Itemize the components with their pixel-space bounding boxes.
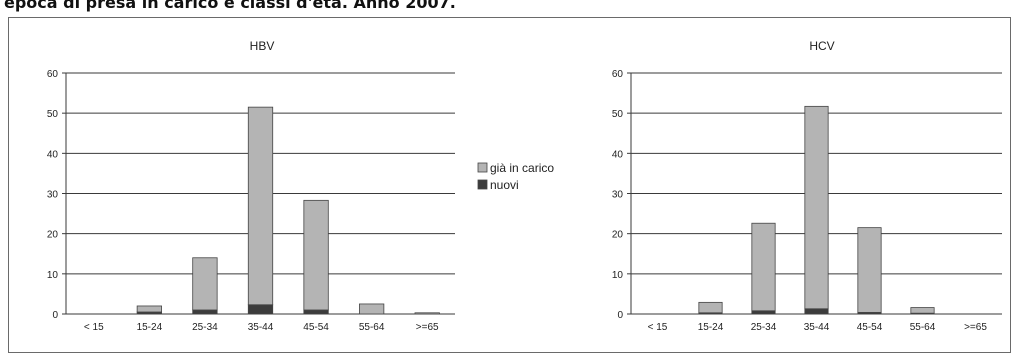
x-tick-label: >=65 xyxy=(416,322,439,333)
bar-gi-in-carico-15-24 xyxy=(136,305,162,313)
x-tick-label: 35-44 xyxy=(248,322,274,333)
x-tick-label: 25-34 xyxy=(192,322,218,333)
bar-gi-in-carico-55-64 xyxy=(910,307,935,314)
y-tick-label: 30 xyxy=(612,190,624,201)
bar-gi-in-carico-35-44 xyxy=(247,106,274,306)
x-tick-label: 45-54 xyxy=(303,322,329,333)
y-tick-label: 50 xyxy=(47,109,59,120)
y-tick-label: 40 xyxy=(612,149,624,160)
x-tick-label: 45-54 xyxy=(857,322,883,333)
x-tick-label: < 15 xyxy=(84,322,104,333)
y-tick-label: 0 xyxy=(617,310,623,321)
bar-nuovi-35-44 xyxy=(247,304,274,315)
y-tick-label: 10 xyxy=(47,270,59,281)
bar-gi-in-carico-15-24 xyxy=(698,301,723,314)
x-tick-label: 15-24 xyxy=(137,322,163,333)
bar-nuovi-35-44 xyxy=(804,308,829,315)
bar-gi-in-carico-35-44 xyxy=(804,105,829,310)
x-tick-label: 55-64 xyxy=(359,322,385,333)
legend-swatch-nuovi xyxy=(477,179,488,190)
figure-heading: epoca di presa in carico e classi d'età.… xyxy=(4,0,456,12)
bar-gi-in-carico-45-54 xyxy=(303,199,329,311)
x-tick-label: >=65 xyxy=(964,322,987,333)
bar-nuovi-25-34 xyxy=(751,310,776,315)
chart-title: HBV xyxy=(250,39,275,53)
bar-gi-in-carico-25-34 xyxy=(192,257,218,311)
y-tick-label: 40 xyxy=(47,149,59,160)
bar-gi-in-carico-55-64 xyxy=(359,303,385,315)
bar-gi-in-carico-25-34 xyxy=(751,222,776,312)
y-tick-label: 30 xyxy=(47,190,59,201)
bar-gi-in-carico-65 xyxy=(414,312,440,315)
y-tick-label: 0 xyxy=(52,310,58,321)
x-tick-label: 25-34 xyxy=(751,322,777,333)
x-tick-label: 55-64 xyxy=(910,322,936,333)
x-tick-label: 15-24 xyxy=(698,322,724,333)
y-tick-label: 10 xyxy=(612,270,624,281)
bar-nuovi-45-54 xyxy=(303,309,329,315)
chart-title: HCV xyxy=(809,39,834,53)
y-tick-label: 50 xyxy=(612,109,624,120)
y-tick-label: 60 xyxy=(47,69,59,80)
chart-hbv: HBV 0 10 20 30 40 50 60 < 15 15-24 25-34 35-44 45-54… xyxy=(47,39,455,333)
legend: già in carico nuovi xyxy=(477,161,554,192)
chart-hcv: HCV 0 10 20 30 40 50 60 < 15 15-24 25-34 35-44 45-54… xyxy=(612,39,1002,333)
legend-label-nuovi: nuovi xyxy=(490,178,519,192)
x-tick-label: < 15 xyxy=(648,322,668,333)
legend-swatch-gia-in-carico xyxy=(477,162,488,173)
bar-nuovi-25-34 xyxy=(192,309,218,315)
bar-gi-in-carico-45-54 xyxy=(857,227,882,313)
y-tick-label: 20 xyxy=(612,230,624,241)
x-tick-label: 35-44 xyxy=(804,322,830,333)
legend-label-gia-in-carico: già in carico xyxy=(490,161,554,175)
y-tick-label: 20 xyxy=(47,230,59,241)
y-tick-label: 60 xyxy=(612,69,624,80)
